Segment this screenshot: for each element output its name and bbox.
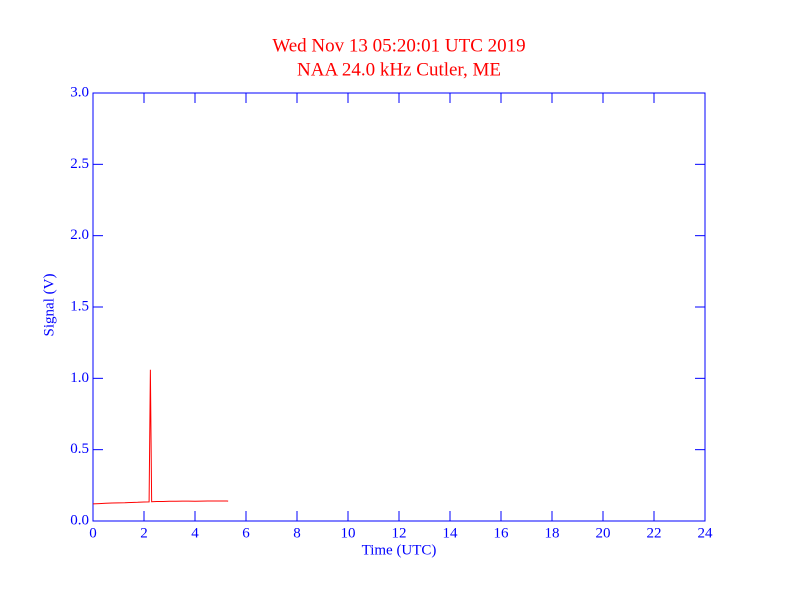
x-tick-label: 22 [647, 525, 662, 541]
x-tick-label: 24 [698, 525, 714, 541]
signal-line [92, 369, 229, 505]
x-tick-label: 18 [545, 525, 560, 541]
x-tick-label: 8 [293, 525, 301, 541]
chart-subtitle: NAA 24.0 kHz Cutler, ME [297, 59, 501, 80]
y-tick-label: 0.5 [70, 441, 89, 457]
x-tick-label: 12 [392, 525, 407, 541]
y-tick-label: 2.5 [70, 156, 89, 172]
x-tick-label: 14 [443, 525, 459, 541]
chart-title: Wed Nov 13 05:20:01 UTC 2019 [272, 35, 525, 56]
x-tick-label: 20 [596, 525, 611, 541]
x-tick-label: 10 [341, 525, 356, 541]
x-axis-label: Time (UTC) [362, 542, 437, 558]
x-tick-label: 4 [191, 525, 199, 541]
y-axis-label: Signal (V) [41, 274, 57, 337]
x-tick-label: 6 [242, 525, 250, 541]
y-tick-label: 1.5 [70, 298, 89, 314]
x-tick-label: 2 [140, 525, 148, 541]
y-tick-label: 2.0 [70, 227, 89, 243]
x-tick-label: 0 [89, 525, 97, 541]
y-tick-label: 1.0 [70, 370, 89, 386]
y-tick-label: 3.0 [70, 84, 89, 100]
x-tick-label: 16 [494, 525, 510, 541]
y-tick-label: 0.0 [70, 512, 89, 528]
